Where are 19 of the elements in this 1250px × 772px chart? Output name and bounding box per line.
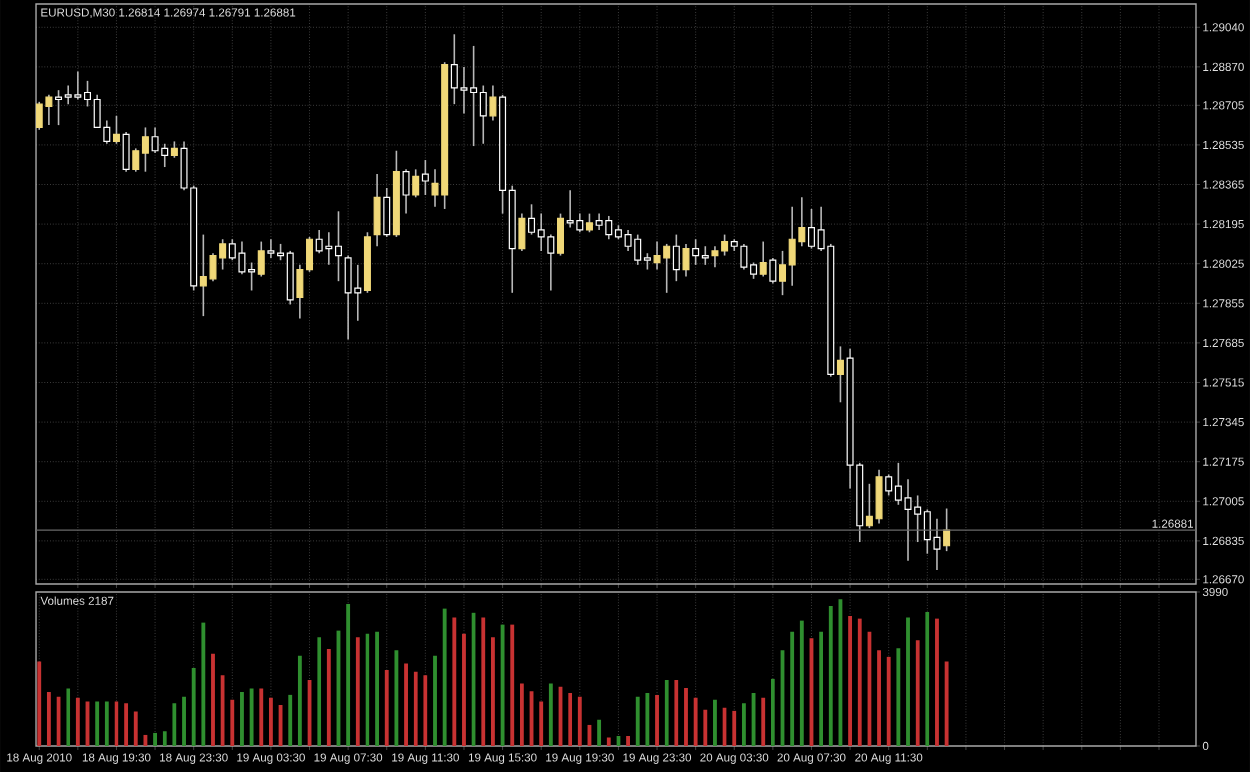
candlestick [943,507,951,552]
candlestick [557,212,564,257]
candlestick [421,159,429,196]
candlestick [836,345,844,404]
candlestick [682,243,690,278]
candlestick [489,84,497,122]
candlestick [373,173,381,248]
candlestick [122,131,130,173]
candlestick [402,168,410,215]
candlestick [112,114,120,145]
candlestick [257,240,265,278]
candlestick [518,212,526,252]
candlestick [672,233,680,282]
candlestick [45,94,53,126]
candlestick [759,240,767,278]
candlestick [383,187,391,238]
candlestick [585,212,593,234]
candlestick [412,168,420,199]
candlestick [769,257,777,285]
